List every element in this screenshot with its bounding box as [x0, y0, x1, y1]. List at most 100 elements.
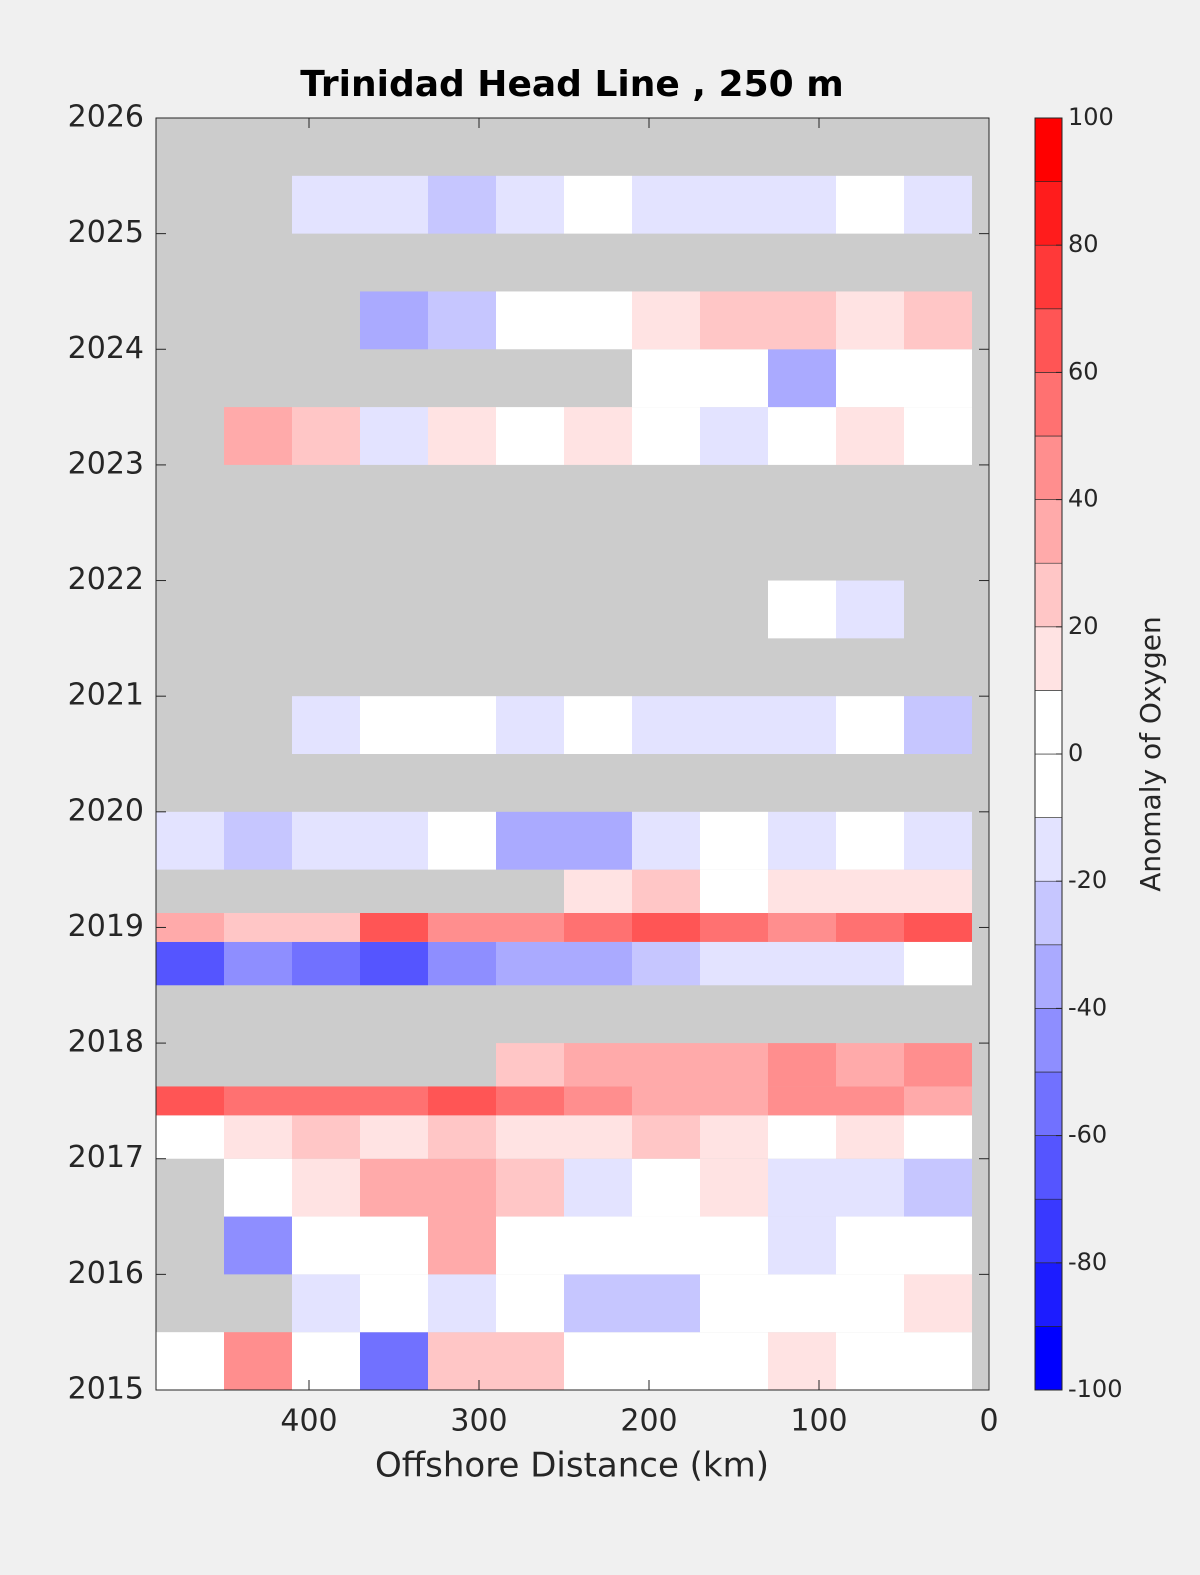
colorbar-tick-label: 60 — [1068, 357, 1099, 385]
field-cell — [496, 1216, 564, 1275]
field-cell — [904, 1043, 972, 1087]
field-cell — [700, 407, 768, 465]
field-cell — [292, 1216, 360, 1275]
x-tick-label: 200 — [620, 1404, 677, 1439]
field-cell — [496, 175, 564, 234]
field-cell — [632, 291, 700, 350]
chart-title: Trinidad Head Line , 250 m — [300, 64, 843, 105]
field-cell — [224, 1158, 292, 1217]
field-cell — [768, 1216, 836, 1275]
field-cell — [224, 1086, 292, 1116]
field-cell — [768, 1274, 836, 1333]
x-tick-label: 0 — [979, 1404, 998, 1439]
field-cell — [836, 1115, 904, 1159]
field-cell — [904, 291, 972, 350]
colorbar-band — [1034, 435, 1063, 500]
field-cell — [836, 696, 904, 754]
y-tick-label: 2015 — [68, 1372, 144, 1407]
field-cell — [360, 1158, 428, 1217]
field-cell — [700, 941, 768, 986]
field-cell — [428, 1216, 496, 1275]
colorbar-label: Anomaly of Oxygen — [1134, 616, 1167, 892]
field-cell — [768, 1043, 836, 1087]
colorbar-tick-label: 40 — [1068, 485, 1099, 513]
field-cell — [156, 913, 224, 942]
field-cell — [632, 407, 700, 465]
colorbar-band — [1034, 1198, 1063, 1264]
colorbar-band — [1034, 753, 1063, 818]
field-cell — [496, 913, 564, 942]
field-cell — [496, 1274, 564, 1333]
field-cell — [564, 175, 632, 234]
field-cell — [224, 811, 292, 870]
field-cell — [836, 1043, 904, 1087]
field-cell — [632, 1043, 700, 1087]
field-cell — [700, 1158, 768, 1217]
field-cell — [564, 1086, 632, 1116]
field-cell — [360, 1216, 428, 1275]
field-cell — [768, 913, 836, 942]
field-cell — [156, 1332, 224, 1390]
field-cell — [904, 1158, 972, 1217]
field-cell — [428, 913, 496, 942]
field-cell — [904, 696, 972, 754]
y-tick-label: 2022 — [68, 562, 144, 597]
field-cell — [836, 1274, 904, 1333]
field-cell — [632, 941, 700, 986]
field-cell — [768, 349, 836, 408]
colorbar-band — [1034, 308, 1063, 373]
field-cell — [564, 1216, 632, 1275]
field-cell — [904, 869, 972, 913]
colorbar-band — [1034, 244, 1063, 310]
field-cell — [836, 175, 904, 234]
field-cell — [496, 1086, 564, 1116]
field-cell — [904, 1274, 972, 1333]
field-cell — [768, 1115, 836, 1159]
colorbar-tick-label: -40 — [1068, 993, 1107, 1021]
field-cell — [700, 1332, 768, 1390]
field-cell — [360, 175, 428, 234]
field-cell — [292, 175, 360, 234]
colorbar-band — [1034, 562, 1063, 628]
field-cell — [360, 941, 428, 986]
field-cell — [768, 1332, 836, 1390]
field-cell — [224, 1332, 292, 1390]
field-cell — [904, 1086, 972, 1116]
field-cell — [836, 941, 904, 986]
colorbar-tick-label: -80 — [1068, 1248, 1107, 1276]
field-cell — [564, 1043, 632, 1087]
field-cell — [768, 811, 836, 870]
field-cell — [496, 1115, 564, 1159]
y-tick-label: 2026 — [68, 100, 144, 135]
field-cell — [496, 407, 564, 465]
field-cell — [632, 869, 700, 913]
colorbar-tick-label: -60 — [1068, 1121, 1107, 1149]
field-cell — [496, 696, 564, 754]
field-cell — [768, 580, 836, 639]
field-cell — [836, 1332, 904, 1390]
field-cell — [700, 291, 768, 350]
y-tick-label: 2016 — [68, 1256, 144, 1291]
field-cell — [360, 1274, 428, 1333]
y-tick-label: 2021 — [68, 678, 144, 713]
field-cell — [632, 1115, 700, 1159]
colorbar-band — [1034, 1262, 1063, 1327]
field-cell — [292, 1115, 360, 1159]
x-tick-label: 100 — [790, 1404, 847, 1439]
field-cell — [428, 1274, 496, 1333]
field-cell — [428, 407, 496, 465]
field-cell — [224, 1115, 292, 1159]
field-cell — [768, 696, 836, 754]
field-cell — [292, 913, 360, 942]
field-cell — [836, 1086, 904, 1116]
field-cell — [496, 1043, 564, 1087]
colorbar-tick-label: 20 — [1068, 612, 1099, 640]
colorbar-band — [1034, 626, 1063, 691]
colorbar-band — [1034, 372, 1063, 437]
field-cell — [632, 1086, 700, 1116]
field-cell — [700, 1086, 768, 1116]
field-cell — [428, 696, 496, 754]
field-cell — [224, 1216, 292, 1275]
colorbar-band — [1034, 1326, 1063, 1391]
field-cell — [632, 175, 700, 234]
